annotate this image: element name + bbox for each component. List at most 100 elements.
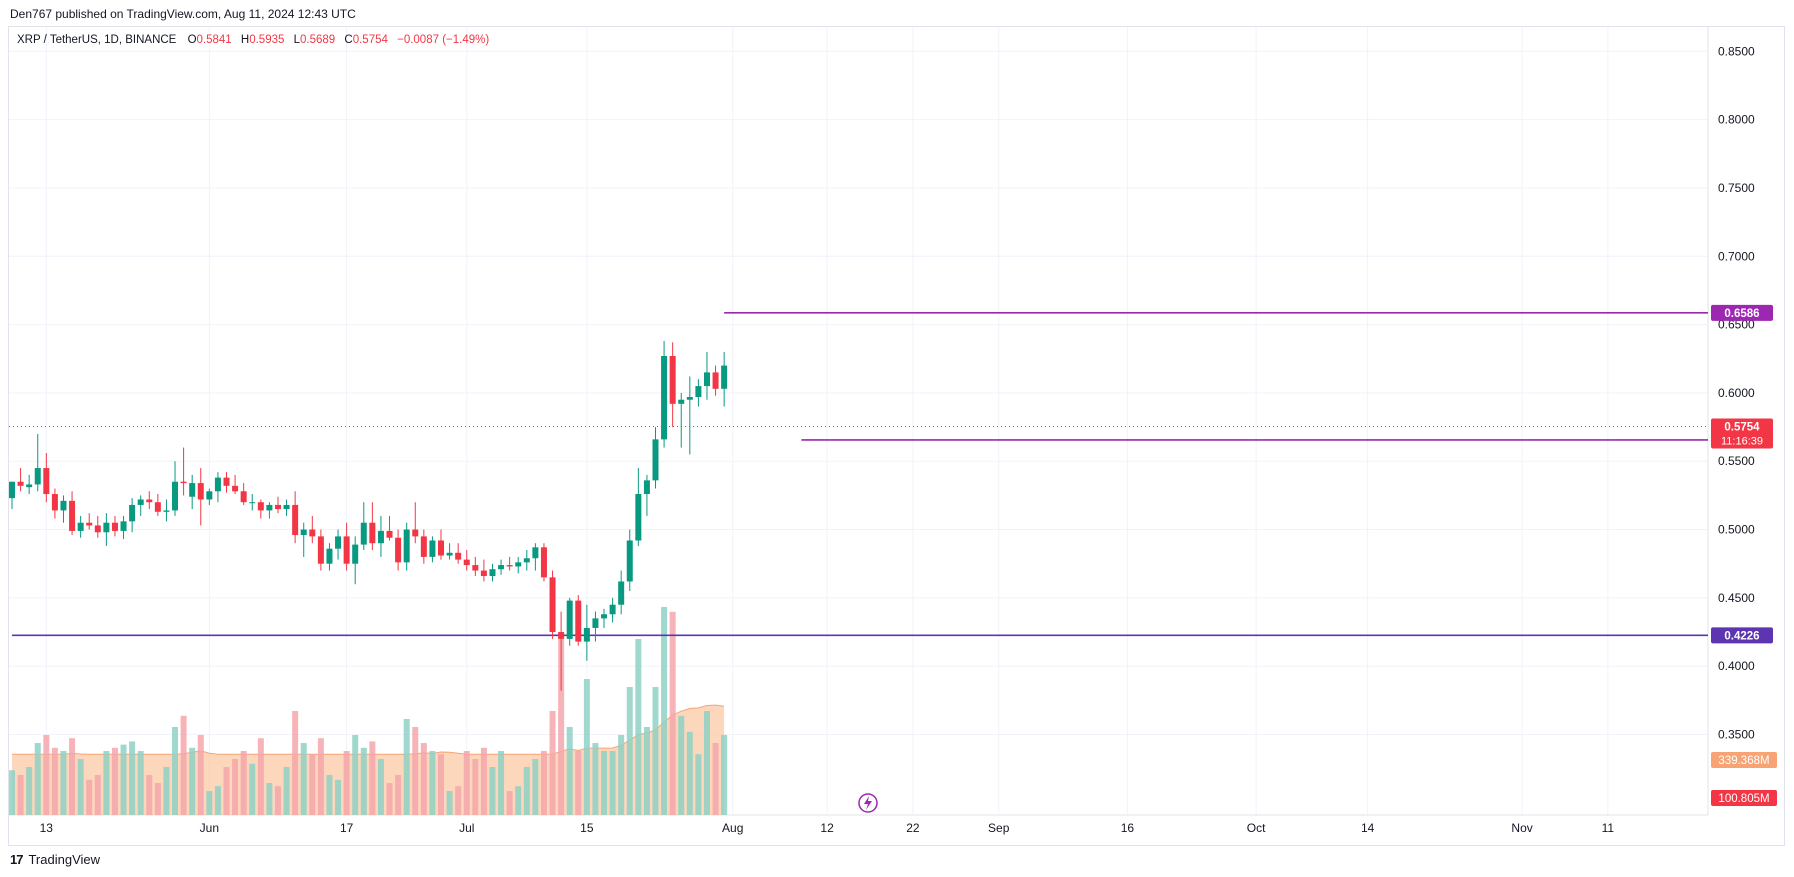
volume-bar bbox=[51, 747, 58, 815]
volume-bar bbox=[94, 775, 101, 815]
grid bbox=[9, 27, 1709, 816]
horizontal-line-label: 0.6586 bbox=[1724, 308, 1759, 320]
volume-bar bbox=[369, 741, 376, 815]
volume-bar bbox=[206, 791, 213, 815]
candle-body bbox=[618, 581, 625, 605]
volume-bar bbox=[686, 731, 693, 815]
candle-body bbox=[111, 522, 118, 531]
candle-body bbox=[146, 499, 153, 503]
candle-body bbox=[515, 562, 522, 567]
volume-bar bbox=[180, 715, 187, 815]
volume-bar bbox=[438, 754, 444, 815]
candle-body bbox=[129, 504, 136, 522]
candle-body bbox=[154, 502, 161, 512]
volume-bar bbox=[643, 727, 650, 815]
horizontal-lines[interactable] bbox=[9, 312, 1708, 637]
volume-bar bbox=[626, 687, 633, 815]
volume-bar bbox=[26, 767, 33, 815]
volume-bar bbox=[575, 751, 582, 815]
volume-bar bbox=[472, 759, 479, 815]
volume-bar bbox=[506, 791, 513, 815]
y-tick-label: 0.6500 bbox=[1718, 318, 1755, 332]
volume-bar bbox=[386, 783, 393, 815]
candle-body bbox=[189, 483, 196, 497]
candle-body bbox=[429, 540, 436, 557]
volume-bar bbox=[523, 767, 530, 815]
volume-bar bbox=[274, 786, 281, 815]
candle-body bbox=[712, 372, 719, 389]
volume-bar bbox=[154, 783, 161, 815]
candle-body bbox=[463, 559, 470, 566]
candle-body bbox=[583, 627, 590, 642]
candle-body bbox=[9, 481, 15, 499]
candle-body bbox=[455, 552, 462, 560]
countdown-label: 11:16:39 bbox=[1721, 436, 1763, 448]
candle-body bbox=[575, 600, 582, 642]
candle-body bbox=[180, 481, 187, 484]
volume-bar bbox=[343, 751, 350, 815]
candle-body bbox=[721, 365, 728, 389]
x-tick-label: 14 bbox=[1361, 821, 1375, 835]
low-label: L bbox=[293, 34, 301, 46]
x-tick-label: 16 bbox=[1121, 821, 1135, 835]
time-axis[interactable]: 13 Jun 17 Jul 15 Aug 12 22 Sep 16 Oct 14 Nov 11 bbox=[40, 821, 1615, 835]
low-value: 0.5689 bbox=[300, 34, 336, 46]
volume-bar bbox=[103, 751, 110, 815]
candle-body bbox=[678, 399, 685, 404]
high-value: 0.5935 bbox=[249, 34, 285, 46]
candle-body bbox=[446, 552, 453, 556]
candle-body bbox=[223, 477, 230, 486]
candle-body bbox=[386, 530, 393, 538]
volume-bar bbox=[695, 754, 702, 815]
x-tick-label: 22 bbox=[906, 821, 920, 835]
symbol-legend: XRP / TetherUS, 1D, BINANCE O0.5841 H0.5… bbox=[17, 34, 495, 46]
x-tick-label: Sep bbox=[988, 821, 1010, 835]
candle-body bbox=[703, 372, 710, 387]
volume-bar bbox=[532, 759, 539, 815]
volume-bar bbox=[283, 767, 290, 815]
candle-body bbox=[172, 481, 179, 511]
candle-body bbox=[120, 521, 127, 531]
volume-ma-label-bg bbox=[1711, 752, 1777, 768]
price-axis[interactable]: 0.8500 0.8000 0.7500 0.7000 0.6500 0.6000 0.55… bbox=[1718, 44, 1755, 741]
y-tick-label: 0.4000 bbox=[1718, 659, 1755, 673]
high-label: H bbox=[240, 34, 250, 46]
volume-bar bbox=[60, 751, 67, 815]
volume-ma-label: 339.368M bbox=[1718, 755, 1769, 767]
horizontal-line-label-bg bbox=[1711, 627, 1773, 644]
candle-body bbox=[360, 522, 367, 545]
candle-body bbox=[69, 500, 76, 531]
candle-body bbox=[232, 485, 239, 492]
volume-bar bbox=[721, 735, 728, 815]
candle-body bbox=[326, 548, 333, 564]
horizontal-line-label: 0.4226 bbox=[1724, 630, 1759, 642]
candle-body bbox=[369, 522, 376, 544]
candle-body bbox=[163, 510, 170, 512]
volume-bar bbox=[257, 738, 264, 815]
candle-body bbox=[669, 356, 676, 404]
volume-bar bbox=[172, 727, 179, 815]
candle-body bbox=[635, 494, 642, 541]
volume-bar bbox=[566, 727, 573, 815]
candle-body bbox=[43, 468, 50, 495]
candle-body bbox=[403, 529, 410, 563]
volume-bar bbox=[9, 770, 15, 815]
candle-body bbox=[652, 439, 659, 481]
volume-bar bbox=[197, 735, 204, 815]
tradingview-logo-icon[interactable]: 17 bbox=[10, 852, 24, 867]
open-value: 0.5841 bbox=[196, 34, 232, 46]
y-tick-label: 0.7500 bbox=[1718, 181, 1755, 195]
open-label: O bbox=[187, 34, 197, 46]
volume-bar bbox=[309, 754, 316, 815]
y-tick-label: 0.5000 bbox=[1718, 523, 1755, 537]
axis-labels: 0.65860.56560.42260.575411:16:39339.368M… bbox=[858, 304, 1777, 813]
brand-name: TradingView bbox=[28, 852, 101, 867]
volume-bar bbox=[240, 751, 247, 815]
candle-body bbox=[532, 547, 539, 559]
candle-body bbox=[566, 600, 573, 639]
candle-body bbox=[558, 632, 565, 639]
volume-bar bbox=[703, 711, 710, 815]
candle-body bbox=[292, 504, 299, 536]
candle-body bbox=[506, 565, 513, 567]
